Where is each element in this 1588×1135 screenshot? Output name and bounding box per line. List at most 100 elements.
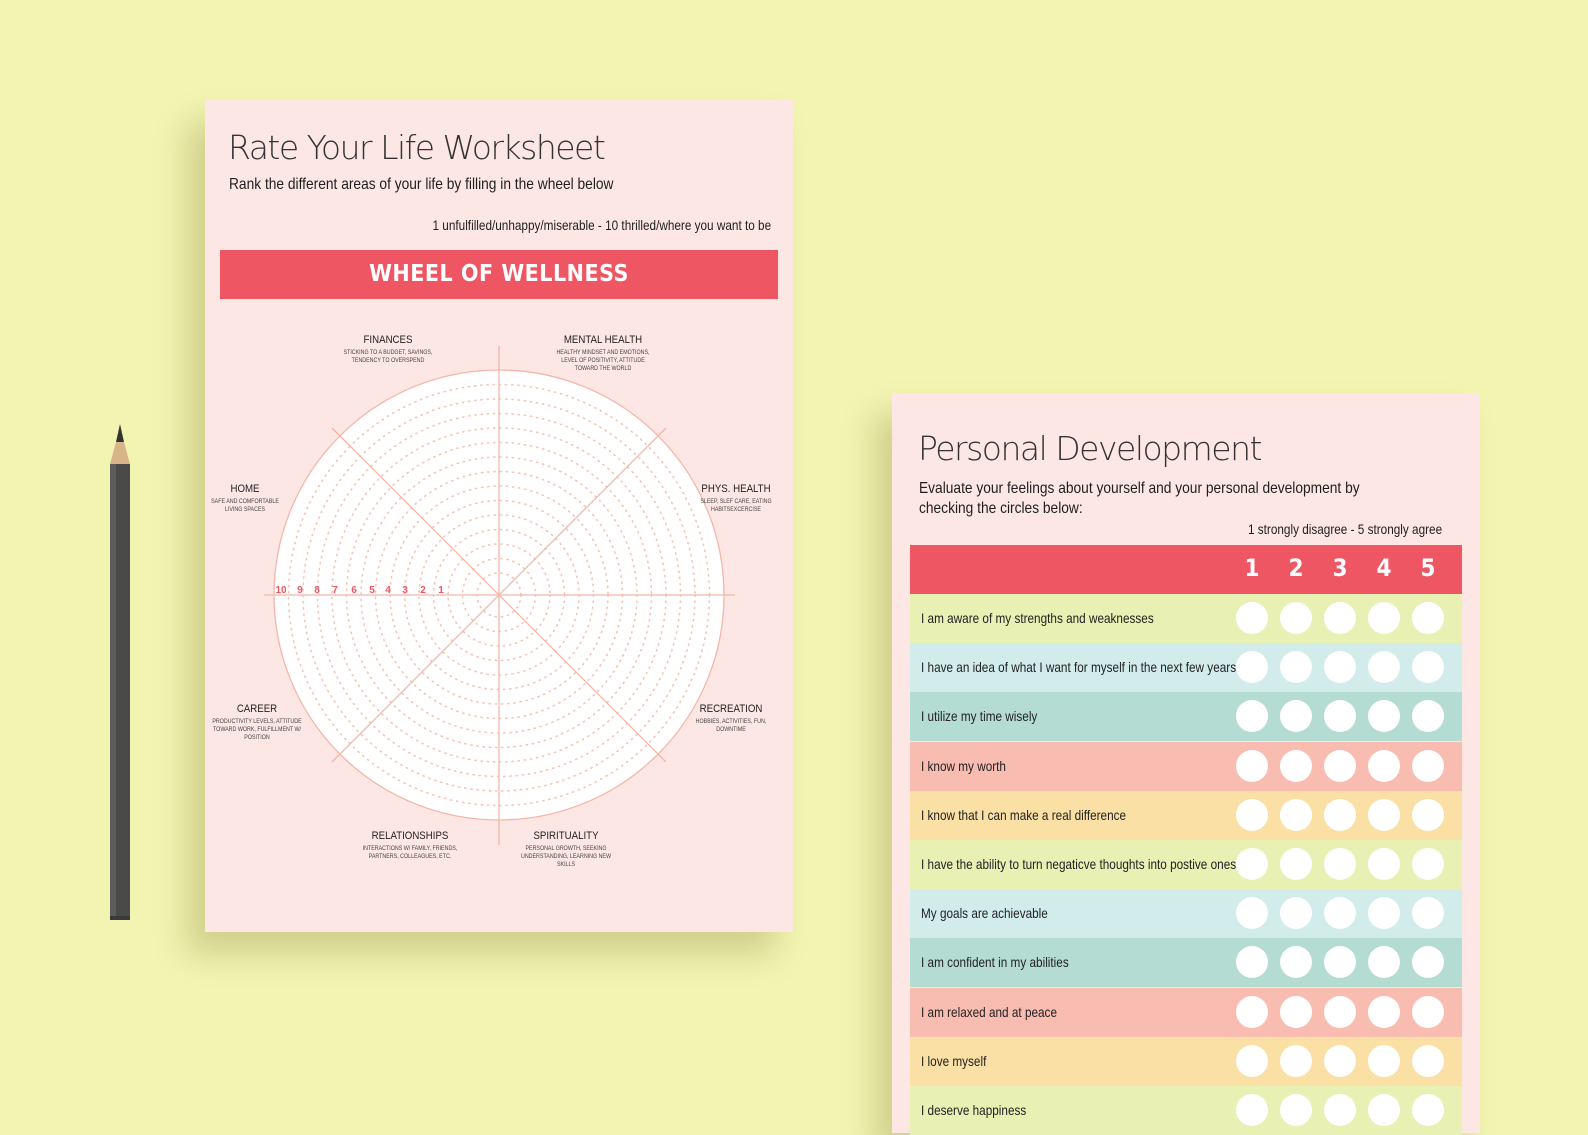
rating-circle-4[interactable] [1368, 602, 1400, 634]
rating-circle-5[interactable] [1412, 749, 1444, 782]
rating-circle-1[interactable] [1236, 1044, 1268, 1077]
rating-circle-4[interactable] [1368, 848, 1400, 880]
rating-circle-2[interactable] [1280, 749, 1312, 782]
statement-text: I am confident in my abilities [921, 954, 1069, 971]
wheel-area-mental-health: MENTAL HEALTH HEALTHY MINDSET AND EMOTION… [556, 335, 649, 373]
rating-circle-3[interactable] [1324, 946, 1356, 979]
development-title: Personal Development [918, 429, 1262, 468]
rating-header: 1 2 3 4 5 [910, 545, 1462, 594]
rating-circle-4[interactable] [1368, 897, 1400, 930]
rating-circle-3[interactable] [1324, 848, 1356, 880]
rating-circle-1[interactable] [1236, 749, 1268, 782]
rating-circle-3[interactable] [1324, 651, 1356, 684]
area-description: POSITION [244, 735, 269, 741]
ring-number: 5 [369, 585, 375, 596]
rating-circle-3[interactable] [1324, 1094, 1356, 1126]
rating-circle-4[interactable] [1368, 651, 1400, 684]
wheel-area-career: CAREER PRODUCTIVITY LEVELS, ATTITUDE TOWAR… [212, 704, 301, 742]
rating-circle-5[interactable] [1412, 897, 1444, 930]
area-description: TOWARD THE WORLD [575, 366, 632, 372]
area-description: TENDENCY TO OVERSPEND [352, 358, 425, 364]
rating-circle-1[interactable] [1236, 1094, 1268, 1126]
rating-circle-4[interactable] [1368, 1044, 1400, 1077]
area-description: STICKING TO A BUDGET, SAVINGS, [344, 350, 433, 356]
rating-circle-1[interactable] [1236, 651, 1268, 684]
rating-circle-5[interactable] [1412, 700, 1444, 733]
area-name: RECREATION [700, 704, 763, 716]
rating-circle-3[interactable] [1324, 749, 1356, 782]
rating-circle-3[interactable] [1324, 700, 1356, 733]
area-name: RELATIONSHIPS [372, 831, 449, 843]
rating-circle-3[interactable] [1324, 897, 1356, 930]
wheel-area-spirituality: SPIRITUALITY PERSONAL GROWTH, SEEKING UNDE… [521, 831, 612, 869]
rating-column-header: 4 [1376, 554, 1392, 582]
statement-row: I know that I can make a real difference [910, 790, 1462, 840]
rating-circle-3[interactable] [1324, 602, 1356, 634]
rating-column-header: 5 [1420, 554, 1436, 582]
personal-development-worksheet: Personal Development Evaluate your feeli… [892, 393, 1480, 1135]
statement-text: I have the ability to turn negaticve tho… [921, 856, 1237, 872]
area-description: LIVING SPACES [225, 507, 265, 513]
rating-circle-2[interactable] [1280, 897, 1312, 930]
area-name: MENTAL HEALTH [564, 335, 642, 347]
rating-circle-1[interactable] [1236, 946, 1268, 979]
rating-circle-5[interactable] [1412, 651, 1444, 684]
rating-circle-3[interactable] [1324, 798, 1356, 831]
ring-number: 7 [332, 585, 338, 596]
rating-circle-4[interactable] [1368, 798, 1400, 831]
rating-circle-4[interactable] [1368, 749, 1400, 782]
area-name: PHYS. HEALTH [701, 484, 770, 496]
rating-circle-5[interactable] [1412, 798, 1444, 831]
rating-circle-2[interactable] [1280, 848, 1312, 880]
rating-circle-5[interactable] [1412, 848, 1444, 880]
rating-circle-5[interactable] [1412, 995, 1444, 1028]
rating-circle-2[interactable] [1280, 651, 1312, 684]
statement-row: I have the ability to turn negaticve tho… [910, 840, 1462, 889]
statement-text: I am aware of my strengths and weaknesse… [921, 610, 1154, 626]
rating-circle-5[interactable] [1412, 1044, 1444, 1077]
rating-circle-2[interactable] [1280, 602, 1312, 634]
statement-text: I know my worth [921, 757, 1006, 774]
rating-circle-4[interactable] [1368, 946, 1400, 979]
statement-row: I deserve happiness [910, 1086, 1462, 1135]
statement-row: I know my worth [910, 741, 1462, 791]
ring-number: 8 [314, 585, 320, 596]
wellness-wheel: 10 9 8 7 6 5 4 3 2 1 FINANCES STICKING TO A BUDGET… [211, 335, 772, 869]
area-name: HOME [230, 484, 259, 496]
rating-circle-2[interactable] [1280, 798, 1312, 831]
rating-circle-1[interactable] [1236, 700, 1268, 733]
rating-column-header: 2 [1288, 554, 1304, 582]
worksheet-title: Rate Your Life Worksheet [228, 128, 606, 167]
area-description: HABITSEXCERCISE [711, 507, 761, 513]
rating-circle-2[interactable] [1280, 1094, 1312, 1126]
rating-circle-5[interactable] [1412, 1094, 1444, 1126]
rate-your-life-worksheet: Rate Your Life Worksheet Rank the differ… [205, 100, 793, 932]
rating-circle-2[interactable] [1280, 700, 1312, 733]
rating-circle-2[interactable] [1280, 995, 1312, 1028]
rating-circle-2[interactable] [1280, 1044, 1312, 1077]
statement-text: I utilize my time wisely [921, 708, 1038, 725]
area-description: SLEEP, SLEF CARE, EATING [700, 499, 772, 505]
area-description: PRODUCTIVITY LEVELS, ATTITUDE [212, 719, 301, 725]
area-description: SAFE AND COMFORTABLE [211, 499, 279, 505]
rating-circle-1[interactable] [1236, 848, 1268, 880]
rating-circle-5[interactable] [1412, 602, 1444, 634]
rating-circle-5[interactable] [1412, 946, 1444, 979]
rating-circle-1[interactable] [1236, 995, 1268, 1028]
rating-circle-4[interactable] [1368, 700, 1400, 733]
area-description: UNDERSTANDING, LEARNING NEW [521, 854, 612, 860]
rating-circle-4[interactable] [1368, 1094, 1400, 1126]
rating-column-header: 1 [1244, 554, 1260, 582]
rating-column-header: 3 [1332, 554, 1348, 582]
rating-circle-1[interactable] [1236, 798, 1268, 831]
rating-circle-3[interactable] [1324, 1044, 1356, 1077]
rating-circle-4[interactable] [1368, 995, 1400, 1028]
rating-circle-1[interactable] [1236, 897, 1268, 930]
statement-row: I have an idea of what I want for myself… [910, 643, 1462, 693]
rating-circle-3[interactable] [1324, 995, 1356, 1028]
area-description: INTERACTIONS W/ FAMILY, FRIENDS, [363, 846, 458, 852]
rating-circle-1[interactable] [1236, 602, 1268, 634]
worksheet-scale-note: 1 unfulfilled/unhappy/miserable - 10 thr… [432, 217, 771, 233]
rating-circle-2[interactable] [1280, 946, 1312, 979]
statement-text: I know that I can make a real difference [921, 806, 1127, 823]
